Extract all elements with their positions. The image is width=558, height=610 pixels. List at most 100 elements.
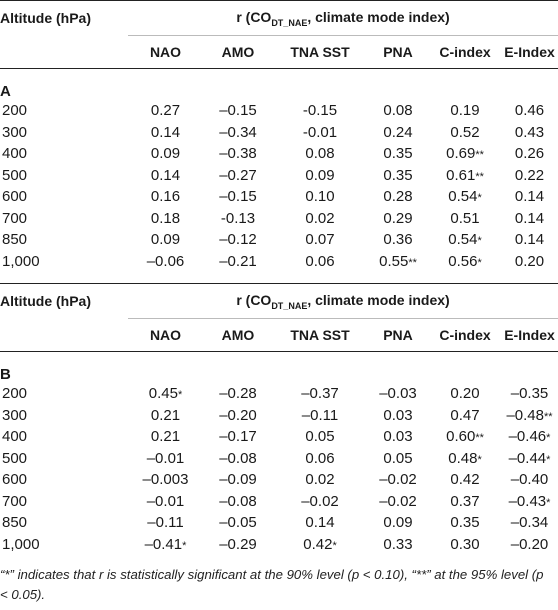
correlation-value: 0.26 [514, 145, 545, 163]
table-row: 500 –0.01 –0.08 0.06 0.05 0.48* –0.44* [0, 448, 558, 470]
value-cell: 0.36 [367, 229, 429, 251]
value-cell: 0.14 [128, 122, 203, 144]
column-header-c-index: C-index [429, 35, 501, 69]
altitude-cell: 500 [2, 449, 28, 467]
altitude-cell: 200 [2, 385, 28, 403]
correlation-value: 0.09 [150, 145, 181, 163]
correlation-value: –0.28 [219, 385, 257, 403]
correlation-value: –0.46 [508, 428, 547, 446]
correlation-value: 0.43 [514, 123, 545, 141]
value-cell: –0.11 [273, 405, 367, 427]
correlation-value: 0.16 [150, 188, 181, 206]
altitude-cell: 700 [2, 492, 28, 510]
column-header-e-index: E-Index [501, 35, 558, 69]
column-header-amo: AMO [203, 35, 273, 69]
value-cell: –0.43* [501, 491, 558, 513]
significance-marker: * [477, 192, 482, 205]
value-cell: 0.51 [429, 208, 501, 230]
value-cell: 0.30 [429, 534, 501, 556]
value-cell: –0.08 [203, 491, 273, 513]
value-cell: 0.14 [501, 208, 558, 230]
value-cell: –0.09 [203, 469, 273, 491]
correlation-value: 0.14 [514, 209, 545, 227]
correlation-value: 0.35 [383, 145, 413, 163]
correlation-value: –0.41 [144, 535, 183, 553]
significance-marker: * [182, 539, 187, 552]
value-cell: 0.07 [273, 229, 367, 251]
correlation-header-prefix: r (CO [236, 8, 272, 25]
table-row: 200 0.27 –0.15 -0.15 0.08 0.19 0.46 [0, 100, 558, 122]
significance-marker: ** [475, 170, 484, 183]
value-cell: 0.35 [429, 512, 501, 534]
value-cell: 0.09 [367, 512, 429, 534]
correlation-value: 0.14 [305, 514, 335, 532]
value-cell: 0.43 [501, 122, 558, 144]
correlation-value: –0.11 [301, 406, 339, 424]
value-cell: –0.06 [128, 251, 203, 273]
correlation-value: 0.35 [450, 514, 480, 532]
column-header-tna-sst: TNA SST [273, 318, 367, 352]
altitude-cell: 500 [2, 166, 28, 184]
altitude-cell: 400 [2, 145, 28, 163]
correlation-value: -0.01 [302, 123, 338, 141]
correlation-value: 0.24 [383, 123, 413, 141]
altitude-header: Altitude (hPa) [0, 10, 91, 27]
value-cell: 0.02 [273, 469, 367, 491]
correlation-value: 0.03 [383, 428, 413, 446]
correlation-value: 0.28 [383, 188, 413, 206]
significance-marker: * [477, 256, 482, 269]
header-blank-cell [0, 35, 128, 69]
significance-marker: * [332, 539, 337, 552]
correlation-value: 0.46 [514, 102, 545, 120]
value-cell: 0.52 [429, 122, 501, 144]
column-header-pna: PNA [367, 318, 429, 352]
correlation-value: 0.10 [305, 188, 335, 206]
value-cell: 0.69** [429, 143, 501, 165]
correlation-value: –0.02 [301, 492, 339, 510]
value-cell: –0.17 [203, 426, 273, 448]
correlation-header-suffix: , climate mode index) [307, 8, 450, 25]
correlation-value: 0.60 [446, 428, 476, 446]
correlation-value: –0.05 [219, 514, 257, 532]
correlation-value: 0.69 [446, 145, 476, 163]
value-cell: 0.21 [128, 426, 203, 448]
correlation-value: –0.03 [379, 385, 417, 403]
correlation-value: –0.27 [219, 166, 257, 184]
correlation-value: –0.17 [219, 428, 257, 446]
table-row: 850 0.09 –0.12 0.07 0.36 0.54* 0.14 [0, 229, 558, 251]
correlation-value: 0.56 [448, 252, 478, 270]
correlation-value: 0.02 [305, 471, 335, 489]
value-cell: 0.46 [501, 100, 558, 122]
correlation-value: 0.05 [305, 428, 335, 446]
header-row-columns: NAO AMO TNA SST PNA C-index E-Index [0, 35, 558, 69]
correlation-value: 0.03 [383, 406, 413, 424]
value-cell: 0.56* [429, 251, 501, 273]
correlation-value: –0.08 [219, 492, 257, 510]
value-cell: 0.24 [367, 122, 429, 144]
correlation-value: –0.09 [219, 471, 257, 489]
correlation-value: 0.52 [450, 123, 480, 141]
correlation-value: 0.42 [450, 471, 480, 489]
value-cell: 0.42* [273, 534, 367, 556]
value-cell: –0.44* [501, 448, 558, 470]
value-cell: –0.38 [203, 143, 273, 165]
value-cell: –0.15 [203, 186, 273, 208]
footnote: “*” indicates that r is statistically si… [0, 567, 544, 602]
table-row: 200 0.45* –0.28 –0.37 –0.03 0.20 –0.35 [0, 383, 558, 405]
altitude-cell: 850 [2, 514, 28, 532]
column-header-amo: AMO [203, 318, 273, 352]
correlation-value: 0.21 [150, 428, 181, 446]
header-row-top: Altitude (hPa) r (CODT_NAE, climate mode… [0, 283, 558, 319]
value-cell: 0.26 [501, 143, 558, 165]
value-cell: –0.20 [203, 405, 273, 427]
altitude-cell: 200 [2, 102, 28, 120]
value-cell: –0.40 [501, 469, 558, 491]
value-cell: 0.60** [429, 426, 501, 448]
correlation-value: –0.15 [219, 188, 257, 206]
table-row: 600 –0.003 –0.09 0.02 –0.02 0.42 –0.40 [0, 469, 558, 491]
correlation-value: 0.22 [514, 166, 545, 184]
value-cell: 0.02 [273, 208, 367, 230]
correlation-value: 0.33 [383, 535, 413, 553]
correlation-value: 0.18 [150, 209, 181, 227]
